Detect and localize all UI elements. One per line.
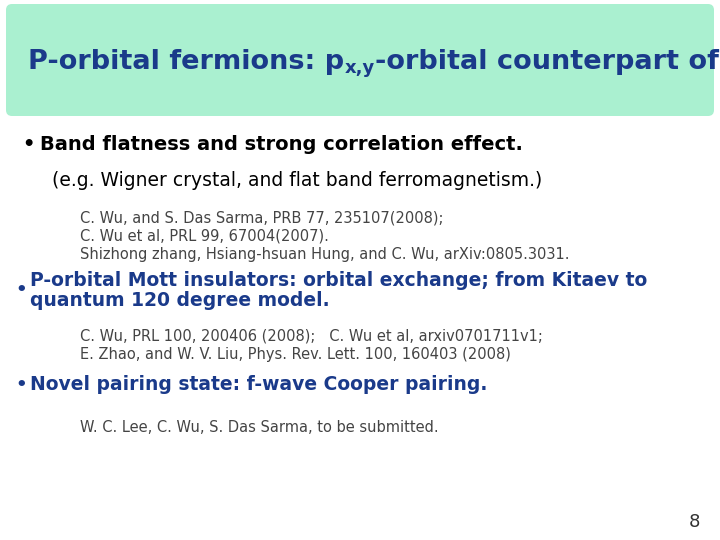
Text: Novel pairing state: f-wave Cooper pairing.: Novel pairing state: f-wave Cooper pairi… xyxy=(30,375,487,395)
Text: C. Wu et al, PRL 99, 67004(2007).: C. Wu et al, PRL 99, 67004(2007). xyxy=(80,228,329,244)
Text: Shizhong zhang, Hsiang-hsuan Hung, and C. Wu, arXiv:0805.3031.: Shizhong zhang, Hsiang-hsuan Hung, and C… xyxy=(80,246,570,261)
Text: •: • xyxy=(22,136,35,154)
Text: W. C. Lee, C. Wu, S. Das Sarma, to be submitted.: W. C. Lee, C. Wu, S. Das Sarma, to be su… xyxy=(80,420,438,435)
Text: C. Wu, PRL 100, 200406 (2008);   C. Wu et al, arxiv0701711v1;: C. Wu, PRL 100, 200406 (2008); C. Wu et … xyxy=(80,328,543,343)
Text: E. Zhao, and W. V. Liu, Phys. Rev. Lett. 100, 160403 (2008): E. Zhao, and W. V. Liu, Phys. Rev. Lett.… xyxy=(80,347,511,361)
Text: x,y: x,y xyxy=(345,59,375,77)
Text: •: • xyxy=(15,376,27,394)
Text: P-orbital Mott insulators: orbital exchange; from Kitaev to: P-orbital Mott insulators: orbital excha… xyxy=(30,271,647,289)
Text: P-orbital fermions: p: P-orbital fermions: p xyxy=(28,49,344,75)
Text: -orbital counterpart of graphene: -orbital counterpart of graphene xyxy=(375,49,720,75)
Text: 8: 8 xyxy=(688,513,700,531)
Text: Band flatness and strong correlation effect.: Band flatness and strong correlation eff… xyxy=(40,136,523,154)
Text: C. Wu, and S. Das Sarma, PRB 77, 235107(2008);: C. Wu, and S. Das Sarma, PRB 77, 235107(… xyxy=(80,211,444,226)
Text: •: • xyxy=(15,281,27,299)
Text: (e.g. Wigner crystal, and flat band ferromagnetism.): (e.g. Wigner crystal, and flat band ferr… xyxy=(52,171,542,190)
FancyBboxPatch shape xyxy=(6,4,714,116)
Text: quantum 120 degree model.: quantum 120 degree model. xyxy=(30,291,330,309)
